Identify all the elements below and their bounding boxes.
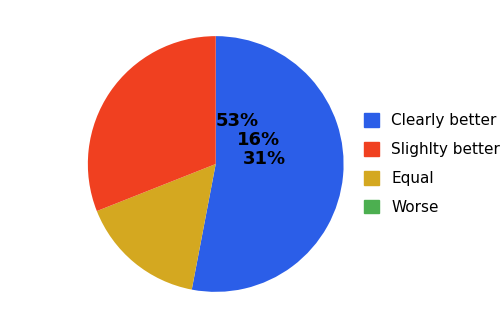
Legend: Clearly better, Slighlty better, Equal, Worse: Clearly better, Slighlty better, Equal, … <box>358 107 500 221</box>
Wedge shape <box>192 36 344 292</box>
Wedge shape <box>88 36 216 211</box>
Wedge shape <box>97 164 216 290</box>
Text: 53%: 53% <box>216 112 259 130</box>
Text: 31%: 31% <box>242 150 286 168</box>
Text: 16%: 16% <box>236 132 280 150</box>
